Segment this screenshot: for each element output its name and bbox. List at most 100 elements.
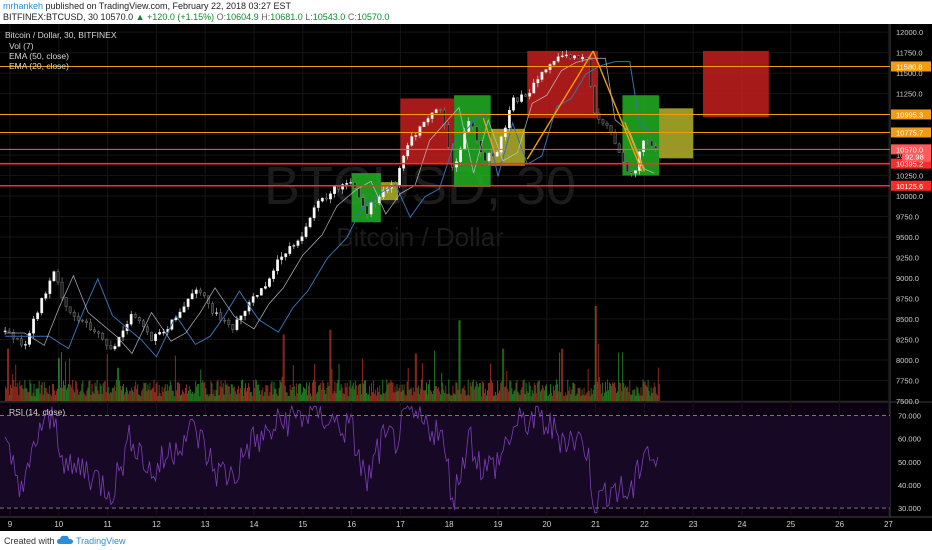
volume-bar xyxy=(64,385,65,401)
volume-bar xyxy=(280,382,282,401)
volume-bar xyxy=(356,394,358,401)
volume-bar xyxy=(452,385,454,401)
volume-bar xyxy=(85,395,87,401)
volume-bar xyxy=(470,386,472,401)
volume-bar xyxy=(550,384,551,401)
zone-box[interactable] xyxy=(659,108,694,159)
zone-box[interactable] xyxy=(351,173,381,223)
volume-bar xyxy=(198,383,200,401)
author-link[interactable]: mrhankeh xyxy=(3,1,44,11)
volume-bar xyxy=(449,393,451,401)
volume-bar xyxy=(583,387,585,401)
volume-bar xyxy=(287,396,289,401)
price-axis-label: 8750.0 xyxy=(896,295,919,304)
volume-bar xyxy=(79,391,81,401)
volume-bar xyxy=(332,393,334,401)
volume-bar xyxy=(113,385,115,401)
price-axis-label: 7750.0 xyxy=(896,377,919,386)
volume-bar xyxy=(239,388,241,401)
volume-bar xyxy=(205,388,207,401)
volume-bar xyxy=(350,388,352,401)
volume-bar xyxy=(654,386,656,401)
trend-line[interactable] xyxy=(592,50,643,172)
time-axis-label: 10 xyxy=(54,520,63,529)
volume-bar xyxy=(432,394,434,401)
volume-bar xyxy=(38,380,40,401)
level-price-tag xyxy=(891,127,931,138)
volume-bar xyxy=(336,383,338,401)
candle-body xyxy=(568,54,572,59)
volume-bar xyxy=(545,384,547,401)
volume-bar xyxy=(326,388,328,401)
volume-bar xyxy=(547,395,548,401)
volume-bar xyxy=(638,393,640,401)
volume-bar xyxy=(247,387,248,401)
candle-body xyxy=(93,329,96,333)
volume-bar xyxy=(515,382,517,401)
volume-bar xyxy=(499,390,501,401)
candle-body xyxy=(235,319,239,330)
candle-body xyxy=(495,152,499,157)
volume-bar xyxy=(627,386,629,401)
volume-bar xyxy=(438,387,440,401)
volume-bar xyxy=(613,383,614,401)
volume-bar xyxy=(153,379,155,401)
volume-bar xyxy=(530,396,532,401)
volume-bar xyxy=(268,395,270,401)
volume-bar xyxy=(351,385,353,401)
volume-bar xyxy=(324,389,326,401)
zone-box[interactable] xyxy=(380,182,398,201)
tradingview-link[interactable]: TradingView xyxy=(76,536,126,546)
trend-line[interactable] xyxy=(526,50,594,160)
price-chart[interactable]: BTCUSD, 30 Bitcoin / Dollar 12000.011750… xyxy=(0,24,932,531)
volume-bar xyxy=(245,383,246,401)
volume-bar xyxy=(531,389,533,401)
volume-bar xyxy=(504,387,506,401)
volume-bar xyxy=(26,388,28,401)
rsi-axis-label: 70.000 xyxy=(898,412,921,421)
volume-bar xyxy=(390,379,392,401)
time-axis-label: 27 xyxy=(884,520,893,529)
volume-bar xyxy=(36,388,38,401)
volume-bar xyxy=(462,388,464,401)
volume-bar xyxy=(388,382,390,401)
volume-bar xyxy=(600,393,602,401)
volume-bar xyxy=(262,387,264,401)
volume-bar xyxy=(362,383,364,401)
volume-bar xyxy=(39,393,41,401)
volume-bar xyxy=(364,380,365,401)
volume-bar xyxy=(249,386,251,401)
volume-bar xyxy=(609,382,610,401)
candle-body xyxy=(487,152,491,162)
trend-line[interactable] xyxy=(482,117,497,156)
volume-bar xyxy=(97,390,99,401)
volume-bar xyxy=(147,384,149,401)
ema-50-line xyxy=(5,61,655,358)
price-axis-label: 8500.0 xyxy=(896,315,919,324)
zone-box[interactable] xyxy=(702,50,769,118)
volume-bar xyxy=(283,334,285,401)
candle-body xyxy=(272,270,275,279)
volume-bar xyxy=(483,393,485,401)
volume-bar xyxy=(646,386,648,401)
trend-line[interactable] xyxy=(624,122,646,172)
volume-bar xyxy=(568,390,570,401)
volume-bar xyxy=(300,394,302,401)
volume-bar xyxy=(441,372,443,401)
volume-bar xyxy=(161,386,163,401)
volume-bar xyxy=(169,380,171,401)
volume-bar xyxy=(24,379,26,401)
volume-bar xyxy=(469,382,471,401)
volume-bar xyxy=(222,383,224,401)
volume-bar xyxy=(87,387,89,401)
zone-box[interactable] xyxy=(400,98,455,164)
rsi-line xyxy=(4,404,659,514)
level-price-tag xyxy=(891,61,931,72)
candle-body xyxy=(186,298,190,307)
volume-bar xyxy=(217,379,219,401)
volume-bar xyxy=(416,387,418,401)
volume-bar xyxy=(537,380,539,401)
zone-box[interactable] xyxy=(454,95,491,188)
volume-bar xyxy=(80,390,82,401)
zone-box[interactable] xyxy=(490,128,525,166)
